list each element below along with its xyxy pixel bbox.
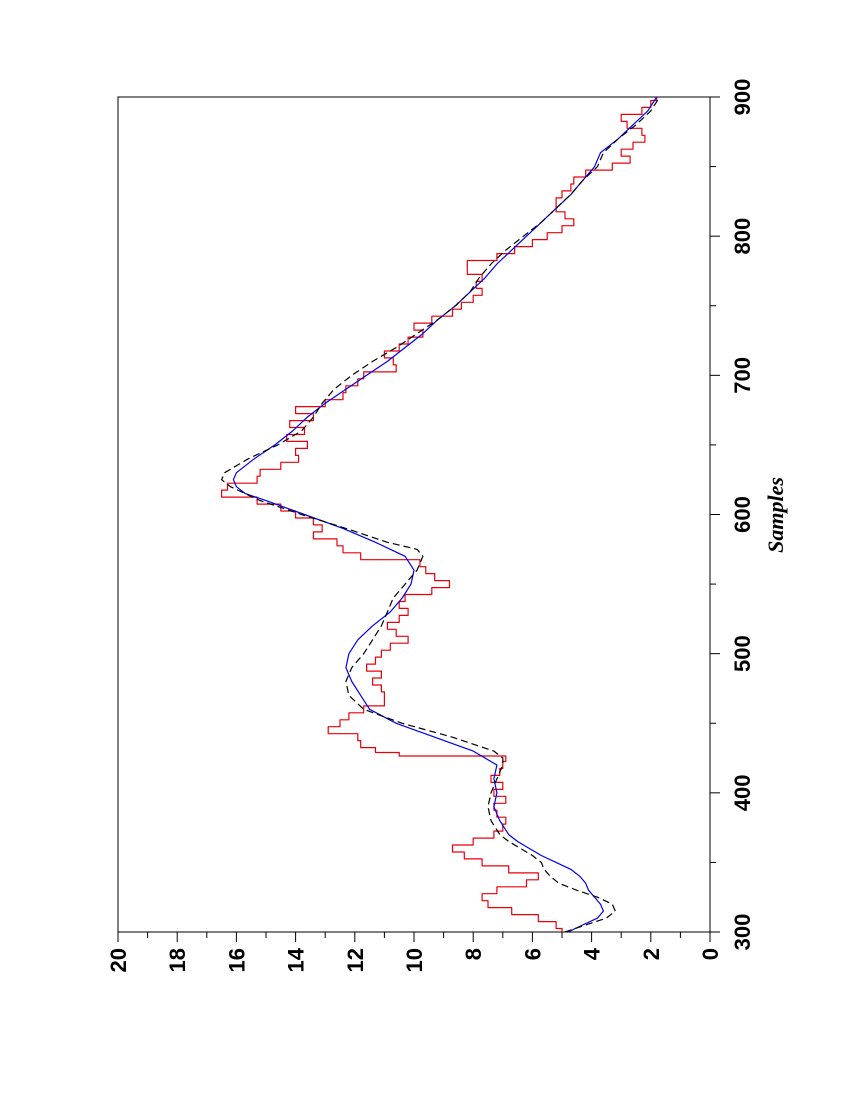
x-tick-label: 300 [730, 914, 755, 951]
y-tick-label: 8 [461, 948, 486, 960]
y-tick-label: 6 [520, 948, 545, 960]
y-tick-label: 12 [343, 948, 368, 972]
y-axis: 0 2 4 6 8 10 12 14 16 18 20 [106, 932, 723, 972]
series-line-red [221, 97, 658, 932]
y-tick-label: 18 [165, 948, 190, 972]
plot-frame [117, 96, 711, 933]
x-tick-label: 900 [730, 79, 755, 116]
y-tick-label: 0 [698, 948, 723, 960]
y-tick-label: 20 [106, 948, 131, 972]
x-tick-label: 700 [730, 357, 755, 394]
series-layer [221, 96, 661, 933]
x-tick-label: 500 [730, 635, 755, 672]
x-tick-label: 400 [730, 774, 755, 811]
y-tick-label: 4 [580, 947, 605, 960]
x-tick-label: 600 [730, 496, 755, 533]
x-tick-label: 800 [730, 218, 755, 255]
y-tick-label: 14 [284, 947, 309, 972]
x-axis-title: Samples [763, 477, 788, 553]
series-line-black-dashed [221, 96, 661, 933]
x-axis: 300 400 500 600 700 800 900 [710, 79, 755, 951]
y-tick-label: 16 [224, 948, 249, 972]
y-tick-label: 2 [639, 948, 664, 960]
series-line-blue [232, 96, 658, 933]
y-tick-label: 10 [402, 948, 427, 972]
